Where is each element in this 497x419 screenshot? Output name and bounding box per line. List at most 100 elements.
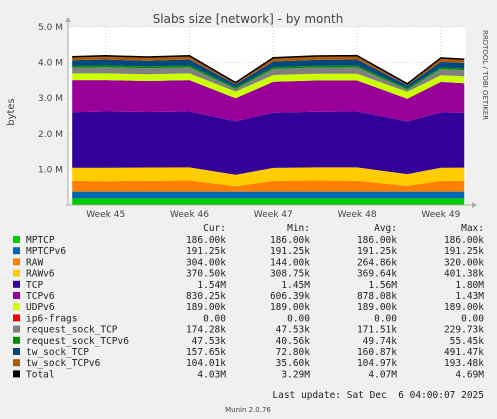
area-rawv6 [72, 167, 465, 187]
legend-min: 72.80k [276, 347, 311, 358]
legend-cur: 0.00 [203, 313, 226, 324]
y-tick-label: 1.0 M [38, 165, 63, 175]
legend-swatch [13, 258, 20, 266]
legend-avg: 1.56M [368, 280, 397, 291]
legend-max: 4.69M [455, 369, 484, 380]
x-tick-label: Week 49 [421, 210, 460, 220]
legend-min: 40.56k [276, 336, 311, 347]
x-axis-arrow-icon [472, 202, 477, 208]
y-tick-label: 2.0 M [38, 130, 63, 140]
legend-max: 401.38k [444, 269, 484, 280]
y-ticks: 1.0 M 2.0 M 3.0 M 4.0 M 5.0 M [38, 23, 63, 175]
legend-min: 186.00k [270, 235, 310, 246]
legend-swatch [13, 303, 20, 311]
legend-name: RAWv6 [26, 269, 55, 280]
legend-max: 1.43M [455, 291, 484, 302]
legend-max: 1.80M [455, 280, 484, 291]
legend-cur: 157.65k [186, 347, 226, 358]
legend-min: 3.29M [281, 369, 310, 380]
legend-swatch [13, 370, 20, 378]
legend-swatch [13, 348, 20, 355]
x-tick-label: Week 47 [254, 210, 293, 220]
legend-name: MPTCPv6 [26, 246, 66, 257]
legend-max: 193.48k [444, 358, 484, 369]
legend-cur: 1.54M [197, 280, 226, 291]
area-tcp [72, 111, 465, 175]
legend-name: request_sock_TCP [26, 325, 118, 336]
legend-min: 308.75k [270, 269, 310, 280]
area-tcpv6 [72, 80, 465, 122]
legend-header-cur: Cur: [203, 223, 226, 234]
legend-max: 186.00k [444, 235, 484, 246]
legend-avg: 189.00k [357, 302, 397, 313]
legend-swatch [13, 359, 20, 367]
legend-cur: 189.00k [186, 302, 226, 313]
legend-max: 320.00k [444, 257, 484, 268]
area-udpv6 [72, 73, 465, 99]
y-tick-label: 4.0 M [38, 59, 63, 69]
legend-max: 0.00 [461, 313, 484, 324]
legend-name: UDPv6 [26, 302, 55, 313]
footer: Munin 2.0.76 [225, 406, 271, 414]
legend-header-min: Min: [287, 223, 310, 234]
legend-swatch [13, 292, 20, 299]
legend-cur: 174.28k [186, 325, 226, 336]
legend-cur: 830.25k [186, 291, 226, 302]
legend-swatch [13, 236, 20, 243]
legend-avg: 186.00k [357, 235, 397, 246]
legend-max: 191.25k [444, 246, 484, 257]
legend-min: 191.25k [270, 246, 310, 257]
legend-name: TCPv6 [26, 291, 55, 302]
y-tick-label: 5.0 M [38, 23, 63, 33]
area-request-sock-tcp [72, 67, 465, 92]
legend-cur: 104.01k [186, 358, 226, 369]
area-request-sock-tcpv6 [72, 65, 465, 90]
legend-swatch [13, 269, 20, 277]
stacked-areas [72, 54, 465, 205]
legend-swatch [13, 247, 20, 255]
legend-name: ip6-frags [26, 313, 77, 324]
legend-cur: 370.50k [186, 269, 226, 280]
legend-swatch [13, 314, 20, 322]
legend-name: RAW [26, 257, 43, 268]
area-mptcpv6 [72, 191, 465, 199]
legend-name: MPTCP [26, 235, 55, 246]
legend-name: Total [26, 369, 55, 380]
legend-min: 0.00 [287, 313, 310, 324]
legend-max: 55.45k [450, 336, 485, 347]
legend-name: request_sock_TCPv6 [26, 336, 129, 347]
x-tick-label: Week 46 [170, 210, 209, 220]
area-tw-sock-tcpv6 [72, 55, 465, 86]
legend-avg: 49.74k [363, 336, 398, 347]
area-tw-sock-tcp [72, 59, 465, 89]
legend-cur: 47.53k [192, 336, 227, 347]
x-tick-label: Week 45 [86, 210, 125, 220]
legend-cur: 304.00k [186, 257, 226, 268]
legend-avg: 191.25k [357, 246, 397, 257]
y-axis-arrow-icon [65, 17, 71, 22]
legend-max: 189.00k [444, 302, 484, 313]
legend-swatch [13, 336, 20, 344]
legend-min: 47.53k [276, 325, 311, 336]
x-ticks: Week 45 Week 46 Week 47 Week 48 Week 49 [86, 210, 460, 220]
line-total [72, 54, 465, 85]
legend-cur: 191.25k [186, 246, 226, 257]
legend-cur: 4.03M [197, 369, 226, 380]
legend-avg: 878.08k [357, 291, 397, 302]
legend-swatch [13, 280, 20, 288]
area-mptcp [72, 198, 465, 205]
legend-min: 606.39k [270, 291, 310, 302]
legend-min: 35.60k [276, 358, 311, 369]
legend-avg: 171.51k [357, 325, 397, 336]
legend-avg: 104.97k [357, 358, 397, 369]
legend-header-max: Max: [461, 223, 484, 234]
legend-name: tw_sock_TCP [26, 347, 89, 358]
legend-swatch [13, 325, 20, 333]
legend-name: TCP [26, 280, 43, 291]
legend-avg: 369.64k [357, 269, 397, 280]
legend: Cur: Min: Avg: Max: MPTCP 186.00k 186.00k 1… [13, 223, 484, 380]
legend-avg: 0.00 [374, 313, 397, 324]
legend-min: 189.00k [270, 302, 310, 313]
last-update: Last update: Sat Dec 6 04:00:07 2025 [272, 390, 484, 401]
